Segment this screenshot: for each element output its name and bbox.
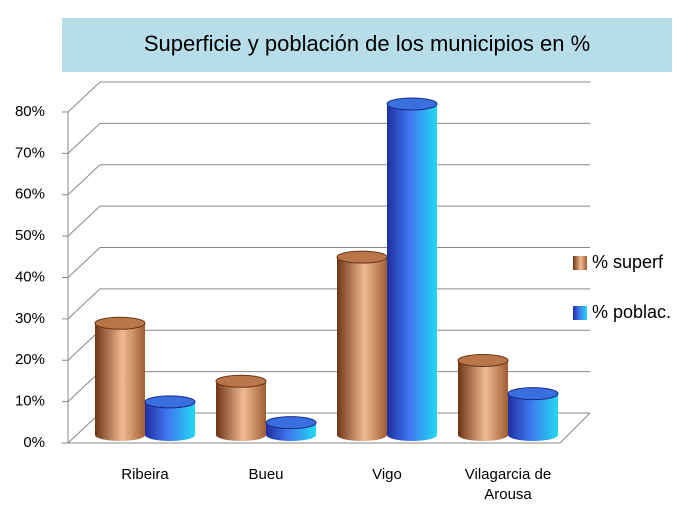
- bar-body: [337, 257, 387, 435]
- legend-label: % superf: [592, 252, 664, 272]
- bar: [215, 374, 267, 441]
- bar-top: [215, 374, 267, 388]
- bar-top: [94, 316, 146, 330]
- grid-diagonal: [67, 329, 101, 361]
- bar: [457, 354, 509, 441]
- y-tick-label: 0%: [23, 434, 45, 451]
- legend-swatch: [573, 256, 587, 270]
- grid-diagonal: [67, 81, 101, 113]
- title-box: [62, 18, 672, 72]
- bar-body: [216, 381, 266, 435]
- legend-label: % poblac.: [592, 302, 671, 322]
- bar-top: [457, 354, 509, 368]
- bar-body: [387, 104, 437, 435]
- x-tick-label: Vilagarcia de Arousa: [464, 466, 552, 503]
- y-tick-label: 20%: [15, 351, 45, 368]
- bar-body: [508, 393, 558, 435]
- grid-diagonal: [67, 123, 101, 154]
- bar: [94, 316, 146, 441]
- bar-top: [265, 416, 317, 430]
- grid-line: [67, 205, 590, 237]
- grid-line: [67, 329, 590, 361]
- grid-line: [67, 81, 590, 113]
- legend-swatch: [573, 306, 587, 320]
- bar: [507, 387, 559, 441]
- bar-top: [507, 387, 559, 401]
- y-tick-label: 40%: [15, 268, 45, 285]
- bar-top: [336, 250, 388, 264]
- grid-line: [67, 247, 590, 278]
- grid-diagonal: [67, 205, 101, 237]
- bar: [144, 395, 196, 441]
- grid-line: [67, 288, 590, 320]
- grid-line: [67, 122, 590, 154]
- bar: [336, 250, 388, 441]
- grid-diagonal: [67, 412, 101, 444]
- y-tick-label: 50%: [15, 227, 45, 244]
- grid-line: [67, 164, 590, 196]
- x-tick-label: Vigo: [372, 466, 402, 483]
- bar: [386, 97, 438, 441]
- chart-title: Superficie y población de los municipios…: [144, 31, 590, 56]
- floor-right: [559, 412, 591, 444]
- bar-top: [386, 97, 438, 111]
- y-tick-label: 60%: [15, 186, 45, 203]
- x-tick-label: Bueu: [248, 466, 284, 483]
- grid-diagonal: [67, 371, 101, 402]
- y-tick-label: 70%: [15, 144, 45, 161]
- bar-body: [95, 323, 145, 435]
- bar-body: [458, 360, 508, 435]
- grid-diagonal: [67, 247, 101, 278]
- bar: [265, 416, 317, 441]
- grid-diagonal: [67, 288, 101, 320]
- y-tick-label: 30%: [15, 310, 45, 327]
- x-tick-label: Ribeira: [121, 466, 169, 483]
- y-tick-label: 10%: [15, 393, 45, 410]
- grid-diagonal: [67, 164, 101, 196]
- bar-top: [144, 395, 196, 409]
- y-tick-label: 80%: [15, 103, 45, 120]
